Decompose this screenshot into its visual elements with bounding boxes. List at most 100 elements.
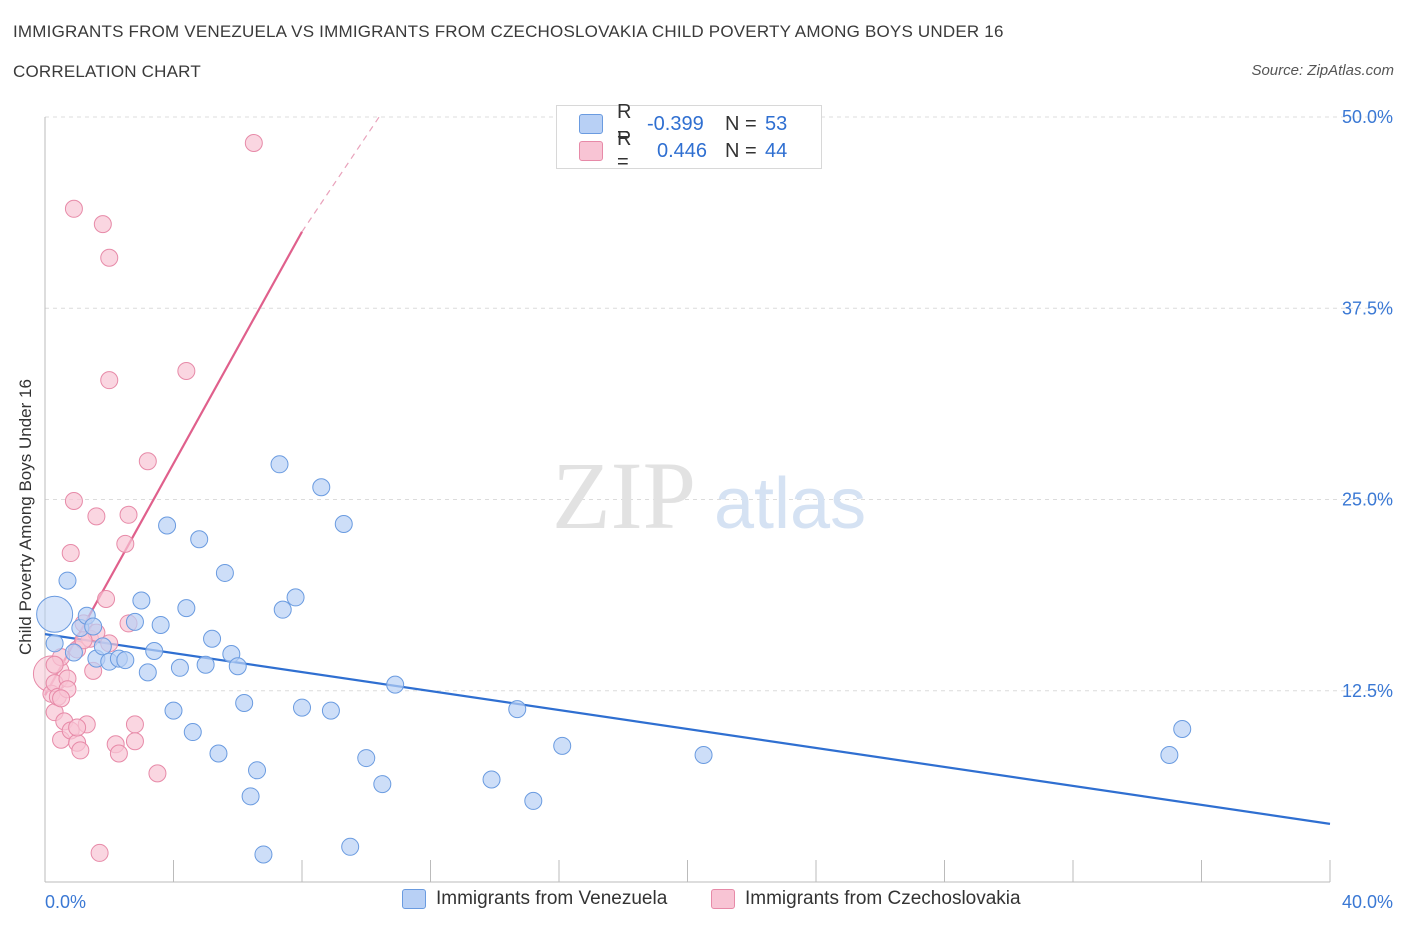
point-venezuela	[1160, 746, 1179, 765]
point-czechoslovakia	[64, 492, 83, 511]
venezuela-swatch	[579, 114, 603, 134]
point-venezuela	[203, 629, 222, 648]
series-legend: Immigrants from Venezuela Immigrants fro…	[0, 888, 1406, 916]
watermark-zip: ZIP	[552, 442, 696, 549]
n-label: N =	[725, 139, 757, 162]
point-czechoslovakia	[68, 718, 87, 737]
point-venezuela	[132, 591, 151, 610]
point-venezuela	[36, 595, 74, 633]
point-venezuela	[341, 837, 360, 856]
point-venezuela	[138, 663, 157, 682]
point-venezuela	[334, 514, 353, 533]
point-czechoslovakia	[148, 764, 167, 783]
r-value: -0.399	[647, 112, 704, 135]
point-venezuela	[273, 600, 292, 619]
point-venezuela	[286, 588, 305, 607]
point-venezuela	[64, 643, 83, 662]
point-venezuela	[386, 675, 405, 694]
point-czechoslovakia	[52, 689, 71, 708]
venezuela-swatch	[402, 889, 426, 909]
point-venezuela	[694, 746, 713, 765]
point-czechoslovakia	[90, 843, 109, 862]
legend-label-czechoslovakia: Immigrants from Czechoslovakia	[745, 888, 1021, 909]
gridlines	[45, 116, 1390, 692]
point-czechoslovakia	[97, 589, 116, 608]
point-czechoslovakia	[177, 361, 196, 380]
point-venezuela	[357, 749, 376, 768]
point-venezuela	[508, 700, 527, 719]
stats-legend: R = -0.399 N = 53 R = 0.446 N = 44	[556, 101, 822, 173]
point-venezuela	[293, 698, 311, 717]
y-tick-label: 50.0%	[1342, 107, 1393, 127]
point-venezuela	[482, 770, 501, 789]
point-venezuela	[196, 655, 215, 674]
point-venezuela	[235, 693, 254, 712]
point-czechoslovakia	[125, 732, 144, 751]
points-venezuela	[36, 455, 1192, 864]
point-czechoslovakia	[100, 248, 119, 267]
watermark: ZIP atlas	[552, 442, 866, 549]
y-tick-label: 12.5%	[1342, 681, 1393, 701]
point-venezuela	[1173, 720, 1192, 738]
r-label: R =	[617, 101, 632, 146]
point-czechoslovakia	[109, 744, 128, 763]
point-venezuela	[270, 455, 289, 474]
point-czechoslovakia	[93, 215, 112, 234]
point-venezuela	[553, 736, 572, 755]
x-tick-labels: 0.0% 40.0%	[45, 892, 1393, 912]
point-venezuela	[58, 571, 77, 590]
czechoslovakia-swatch	[579, 141, 603, 161]
point-czechoslovakia	[61, 544, 80, 563]
point-czechoslovakia	[71, 741, 90, 760]
point-venezuela	[158, 516, 177, 535]
czechoslovakia-swatch	[711, 889, 735, 909]
x-tick-label-max: 40.0%	[1342, 892, 1393, 912]
watermark-atlas: atlas	[714, 464, 866, 544]
point-venezuela	[183, 723, 202, 742]
point-czechoslovakia	[119, 505, 138, 524]
point-venezuela	[209, 744, 228, 763]
r-label: R =	[617, 128, 632, 173]
stats-row-czechoslovakia: R = 0.446 N = 44	[579, 128, 788, 173]
point-venezuela	[373, 775, 392, 794]
point-czechoslovakia	[138, 452, 157, 471]
point-venezuela	[93, 637, 112, 656]
n-label: N =	[725, 112, 757, 135]
point-venezuela	[524, 791, 543, 810]
point-venezuela	[312, 478, 331, 497]
point-venezuela	[116, 651, 135, 670]
r-value: 0.446	[657, 139, 708, 162]
point-venezuela	[151, 615, 170, 634]
point-venezuela	[145, 641, 164, 660]
legend-item-czechoslovakia[interactable]: Immigrants from Czechoslovakia	[711, 888, 1021, 910]
point-venezuela	[45, 634, 64, 653]
point-czechoslovakia	[45, 655, 64, 674]
y-tick-labels: 12.5% 25.0% 37.5% 50.0%	[1342, 107, 1393, 701]
legend-item-venezuela[interactable]: Immigrants from Venezuela	[402, 888, 667, 910]
point-czechoslovakia	[87, 507, 106, 526]
point-venezuela	[190, 530, 209, 549]
legend-label-venezuela: Immigrants from Venezuela	[436, 888, 668, 909]
axes	[44, 117, 1331, 883]
chart-title: IMMIGRANTS FROM VENEZUELA VS IMMIGRANTS …	[13, 22, 1004, 41]
y-tick-label: 37.5%	[1342, 298, 1393, 318]
n-value: 53	[765, 112, 788, 135]
x-tick-label-min: 0.0%	[45, 892, 86, 912]
trend-line-venezuela	[44, 633, 1331, 825]
point-venezuela	[254, 845, 273, 864]
point-venezuela	[248, 761, 267, 780]
points-czechoslovakia	[32, 134, 263, 862]
trend-line-czechoslovakia-extension	[301, 116, 380, 233]
point-venezuela	[125, 612, 144, 631]
n-value: 44	[765, 139, 788, 162]
point-venezuela	[170, 658, 189, 677]
point-venezuela	[177, 599, 196, 618]
point-venezuela	[164, 701, 183, 720]
point-czechoslovakia	[244, 134, 263, 153]
point-czechoslovakia	[125, 715, 144, 734]
y-axis-label: Child Poverty Among Boys Under 16	[16, 379, 35, 655]
point-venezuela	[215, 563, 234, 582]
point-czechoslovakia	[100, 371, 119, 390]
y-tick-label: 25.0%	[1342, 490, 1393, 510]
point-czechoslovakia	[116, 534, 135, 553]
